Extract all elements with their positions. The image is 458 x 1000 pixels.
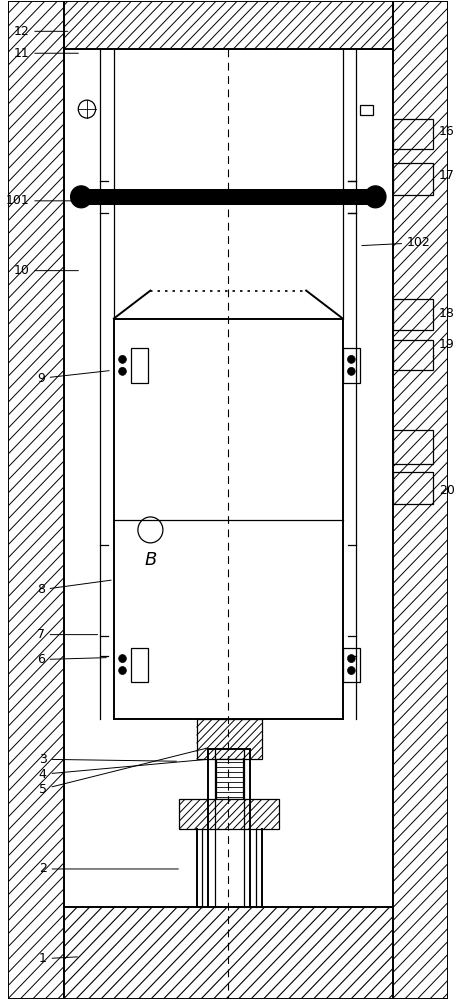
Text: 102: 102: [362, 236, 431, 249]
Text: 19: 19: [433, 338, 455, 356]
Circle shape: [348, 655, 355, 663]
Bar: [393, 1, 448, 999]
Text: 101: 101: [5, 194, 87, 207]
Text: 9: 9: [37, 371, 109, 385]
Bar: [81, 189, 376, 205]
Bar: [131, 348, 148, 383]
Circle shape: [119, 667, 126, 675]
Bar: [343, 348, 360, 383]
Circle shape: [365, 186, 386, 208]
Circle shape: [71, 186, 92, 208]
Bar: [64, 907, 393, 999]
Bar: [64, 1, 393, 49]
Circle shape: [348, 667, 355, 675]
Circle shape: [348, 367, 355, 375]
Text: 4: 4: [38, 760, 205, 781]
Text: 1: 1: [38, 952, 77, 965]
Text: 7: 7: [37, 628, 98, 641]
Text: 3: 3: [38, 753, 176, 766]
Text: 2: 2: [38, 862, 179, 875]
Bar: [360, 105, 373, 115]
Text: 10: 10: [13, 264, 78, 277]
Bar: [393, 340, 433, 370]
Bar: [179, 799, 279, 829]
Text: 5: 5: [38, 748, 207, 796]
Bar: [393, 299, 433, 330]
Bar: [393, 119, 433, 149]
Bar: [216, 759, 243, 799]
Circle shape: [119, 355, 126, 363]
Bar: [8, 1, 64, 999]
Text: 8: 8: [37, 580, 111, 596]
Text: 6: 6: [37, 653, 106, 666]
Bar: [196, 719, 262, 759]
Text: 18: 18: [433, 307, 455, 320]
Bar: [393, 430, 433, 464]
Text: 20: 20: [433, 484, 455, 497]
Text: 12: 12: [13, 25, 68, 38]
Bar: [131, 648, 148, 682]
Text: 17: 17: [433, 169, 455, 182]
Text: 16: 16: [433, 125, 455, 138]
Bar: [393, 163, 433, 195]
Bar: [393, 472, 433, 504]
Circle shape: [119, 655, 126, 663]
Circle shape: [348, 355, 355, 363]
Bar: [343, 648, 360, 682]
Text: 11: 11: [13, 47, 78, 60]
Circle shape: [119, 367, 126, 375]
Text: B: B: [144, 551, 157, 569]
